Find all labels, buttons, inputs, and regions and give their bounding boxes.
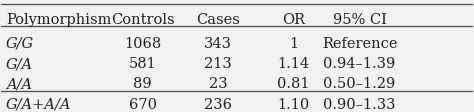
Text: Controls: Controls bbox=[111, 12, 174, 26]
Text: 0.94–1.39: 0.94–1.39 bbox=[323, 57, 396, 70]
Text: 670: 670 bbox=[129, 97, 157, 111]
Text: Reference: Reference bbox=[322, 36, 397, 50]
Text: Cases: Cases bbox=[196, 12, 240, 26]
Text: A/A: A/A bbox=[6, 77, 32, 91]
Text: 1: 1 bbox=[289, 36, 298, 50]
Text: 23: 23 bbox=[209, 77, 228, 91]
Text: 581: 581 bbox=[129, 57, 156, 70]
Text: 0.81: 0.81 bbox=[277, 77, 310, 91]
Text: 1.14: 1.14 bbox=[277, 57, 310, 70]
Text: 95% CI: 95% CI bbox=[333, 12, 386, 26]
Text: 1.10: 1.10 bbox=[277, 97, 310, 111]
Text: 1068: 1068 bbox=[124, 36, 161, 50]
Text: 213: 213 bbox=[204, 57, 232, 70]
Text: 236: 236 bbox=[204, 97, 232, 111]
Text: G/A+A/A: G/A+A/A bbox=[6, 97, 72, 111]
Text: G/A: G/A bbox=[6, 57, 33, 70]
Text: G/G: G/G bbox=[6, 36, 34, 50]
Text: 89: 89 bbox=[134, 77, 152, 91]
Text: 0.50–1.29: 0.50–1.29 bbox=[323, 77, 396, 91]
Text: Polymorphism: Polymorphism bbox=[6, 12, 111, 26]
Text: 343: 343 bbox=[204, 36, 232, 50]
Text: OR: OR bbox=[282, 12, 305, 26]
Text: 0.90–1.33: 0.90–1.33 bbox=[323, 97, 396, 111]
